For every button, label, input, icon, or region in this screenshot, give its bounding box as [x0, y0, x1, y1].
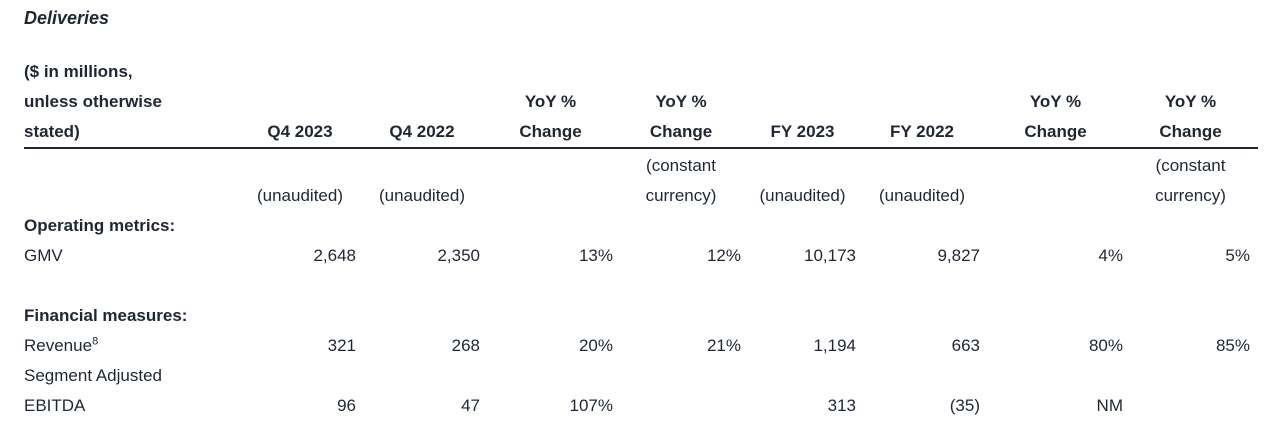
cell-revenue-fy-2022: 663	[951, 336, 980, 355]
cell-revenue-fy-yoy-cc: 85%	[1215, 336, 1250, 355]
column-header-q4-2022: Q4 2022	[364, 57, 488, 149]
cell-revenue-q4-2023: 321	[327, 336, 356, 355]
section-row-financial-measures: Financial measures:	[24, 301, 1258, 331]
table-row-revenue: Revenue8 321 268 20% 21% 1,194 663 80% 8…	[24, 331, 1258, 361]
cell-ebitda-fy-2022: (35)	[949, 396, 980, 415]
row-label-segment-adjusted-ebitda: Segment Adjusted EBITDA	[24, 366, 162, 415]
units-note: ($ in millions, unless otherwise stated)	[24, 57, 244, 149]
cell-ebitda-fy-2023: 313	[827, 396, 856, 415]
column-header-yoy-change-q4-cc: YoY % Change	[621, 57, 749, 149]
spacer-row	[24, 271, 1258, 301]
cell-gmv-fy-yoy: 4%	[1098, 246, 1123, 265]
subheader-unaudited-q4-2022: (unaudited)	[378, 186, 465, 205]
cell-ebitda-fy-yoy-cc	[1131, 361, 1258, 421]
page-title: Deliveries	[24, 8, 110, 28]
subheader-unaudited-q4-2023: (unaudited)	[256, 186, 343, 205]
subheader-blank-2	[988, 148, 1131, 211]
subheader-constant-currency-fy: (constant currency)	[1155, 156, 1226, 205]
subheader-blank-1	[488, 148, 621, 211]
row-label-revenue: Revenue8	[24, 335, 99, 355]
subheader-unaudited-fy-2023: (unaudited)	[759, 186, 846, 205]
column-header-fy-2022: FY 2022	[864, 57, 988, 149]
header-row: ($ in millions, unless otherwise stated)…	[24, 57, 1258, 149]
financial-table: ($ in millions, unless otherwise stated)…	[24, 57, 1258, 421]
cell-ebitda-q4-2022: 47	[461, 396, 480, 415]
cell-revenue-yoy-cc: 21%	[706, 336, 741, 355]
table-row-segment-adjusted-ebitda: Segment Adjusted EBITDA 96 47 107% 313 (…	[24, 361, 1258, 421]
section-row-operating-metrics: Operating metrics:	[24, 211, 1258, 241]
cell-gmv-yoy: 13%	[578, 246, 613, 265]
column-header-q4-2023: Q4 2023	[244, 57, 364, 149]
cell-revenue-q4-2022: 268	[451, 336, 480, 355]
section-label: Financial measures:	[24, 306, 188, 325]
subheader-unaudited-fy-2022: (unaudited)	[878, 186, 965, 205]
table-row-gmv: GMV 2,648 2,350 13% 12% 10,173 9,827 4% …	[24, 241, 1258, 271]
cell-ebitda-fy-yoy: NM	[1096, 396, 1123, 415]
subheader-constant-currency-q4: (constant currency)	[645, 156, 717, 205]
cell-gmv-fy-2023: 10,173	[804, 246, 856, 265]
cell-revenue-fy-2023: 1,194	[813, 336, 856, 355]
cell-revenue-fy-yoy: 80%	[1088, 336, 1123, 355]
cell-gmv-fy-2022: 9,827	[937, 246, 980, 265]
subheader-empty	[24, 148, 244, 211]
cell-gmv-q4-2022: 2,350	[437, 246, 480, 265]
section-label: Operating metrics:	[24, 216, 176, 235]
cell-ebitda-q4-2023: 96	[337, 396, 356, 415]
cell-ebitda-yoy-cc	[621, 361, 749, 421]
column-header-yoy-change-fy-cc: YoY % Change	[1131, 57, 1258, 149]
column-header-yoy-change-q4: YoY % Change	[488, 57, 621, 149]
footnote-8: 8	[92, 335, 99, 348]
cell-gmv-fy-yoy-cc: 5%	[1225, 246, 1250, 265]
column-header-fy-2023: FY 2023	[749, 57, 864, 149]
cell-ebitda-yoy: 107%	[569, 396, 613, 415]
row-label-gmv: GMV	[24, 246, 63, 265]
cell-revenue-yoy: 20%	[578, 336, 613, 355]
subheader-row: (unaudited) (unaudited) (constant curren…	[24, 148, 1258, 211]
cell-gmv-q4-2023: 2,648	[313, 246, 356, 265]
cell-gmv-yoy-cc: 12%	[706, 246, 741, 265]
column-header-yoy-change-fy: YoY % Change	[988, 57, 1131, 149]
